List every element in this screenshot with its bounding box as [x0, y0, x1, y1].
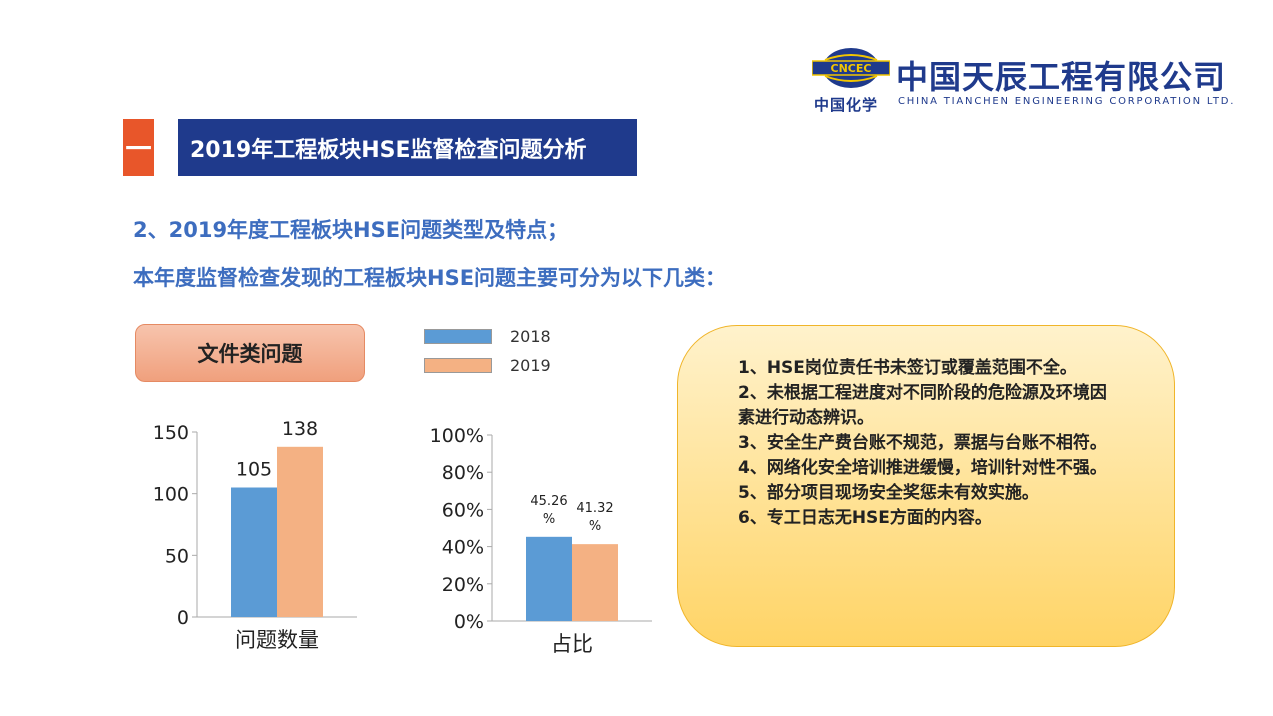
emblem-text: CNCEC [831, 62, 872, 75]
issue-item-3: 3、安全生产费台账不规范，票据与台账不相符。 [738, 433, 1107, 453]
chart-legend: 2018 2019 [424, 322, 551, 380]
bar-2019 [572, 544, 618, 621]
parent-company-name: 中国化学 [814, 96, 879, 114]
y-tick-label: 150 [153, 422, 189, 444]
issue-item-1: 1、HSE岗位责任书未签订或覆盖范围不全。 [738, 358, 1077, 378]
y-tick-label: 50 [165, 545, 189, 567]
bar-2018 [526, 536, 572, 621]
issue-item-6: 6、专工日志无HSE方面的内容。 [738, 508, 992, 528]
legend-swatch-2018 [424, 329, 492, 344]
legend-item-2018: 2018 [424, 322, 551, 351]
section-number: 一 [123, 119, 154, 176]
category-label: 文件类问题 [197, 342, 303, 366]
category-label-box: 文件类问题 [135, 324, 365, 382]
data-label-2019: 41.32 [576, 501, 613, 516]
y-tick-label: 0% [454, 611, 484, 633]
data-label-2018: 105 [236, 459, 272, 481]
subtitle-2: 本年度监督检查发现的工程板块HSE问题主要可分为以下几类： [133, 266, 727, 290]
section-title: 2019年工程板块HSE监督检查问题分析 [178, 119, 637, 176]
issue-item-2: 2、未根据工程进度对不同阶段的危险源及环境因素进行动态辨识。 [738, 383, 1107, 428]
data-label-unit-2018: % [543, 512, 555, 527]
y-tick-label: 0 [177, 607, 189, 629]
y-tick-label: 80% [442, 462, 484, 484]
y-tick-label: 100 [153, 484, 189, 506]
data-label-2019: 138 [282, 418, 318, 440]
legend-item-2019: 2019 [424, 351, 551, 380]
y-tick-label: 100% [430, 425, 484, 447]
data-label-unit-2019: % [589, 519, 601, 534]
issue-item-5: 5、部分项目现场安全奖惩未有效实施。 [738, 483, 1039, 503]
globe-emblem-icon: CNCEC [812, 48, 890, 88]
x-category-label: 问题数量 [235, 628, 319, 652]
bar-2018 [231, 487, 277, 617]
issue-count-chart: 0 50 100 150 105 138 问题数量 [153, 418, 357, 652]
legend-label-2019: 2019 [510, 356, 551, 375]
issues-list: 1、HSE岗位责任书未签订或覆盖范围不全。 2、未根据工程进度对不同阶段的危险源… [738, 356, 1118, 531]
data-label-2018: 45.26 [530, 494, 567, 509]
bar-2019 [277, 446, 323, 617]
company-logo: CNCEC 中国天辰工程有限公司 中国化学 CHINA TIANCHEN ENG… [812, 46, 1242, 116]
company-name-en: CHINA TIANCHEN ENGINEERING CORPORATION L… [898, 96, 1236, 107]
issues-box: 1、HSE岗位责任书未签订或覆盖范围不全。 2、未根据工程进度对不同阶段的危险源… [677, 325, 1175, 647]
company-name-cn: 中国天辰工程有限公司 [896, 58, 1227, 96]
legend-swatch-2019 [424, 358, 492, 373]
subtitle-1: 2、2019年度工程板块HSE问题类型及特点； [133, 218, 569, 242]
x-category-label: 占比 [551, 632, 593, 656]
issue-item-4: 4、网络化安全培训推进缓慢，培训针对性不强。 [738, 458, 1107, 478]
y-tick-label: 60% [442, 499, 484, 521]
legend-label-2018: 2018 [510, 327, 551, 346]
y-tick-label: 20% [442, 574, 484, 596]
issue-ratio-chart: 0% 20% 40% 60% 80% 100% 45.26% 41.32% 占比 [430, 425, 652, 656]
y-tick-label: 40% [442, 537, 484, 559]
